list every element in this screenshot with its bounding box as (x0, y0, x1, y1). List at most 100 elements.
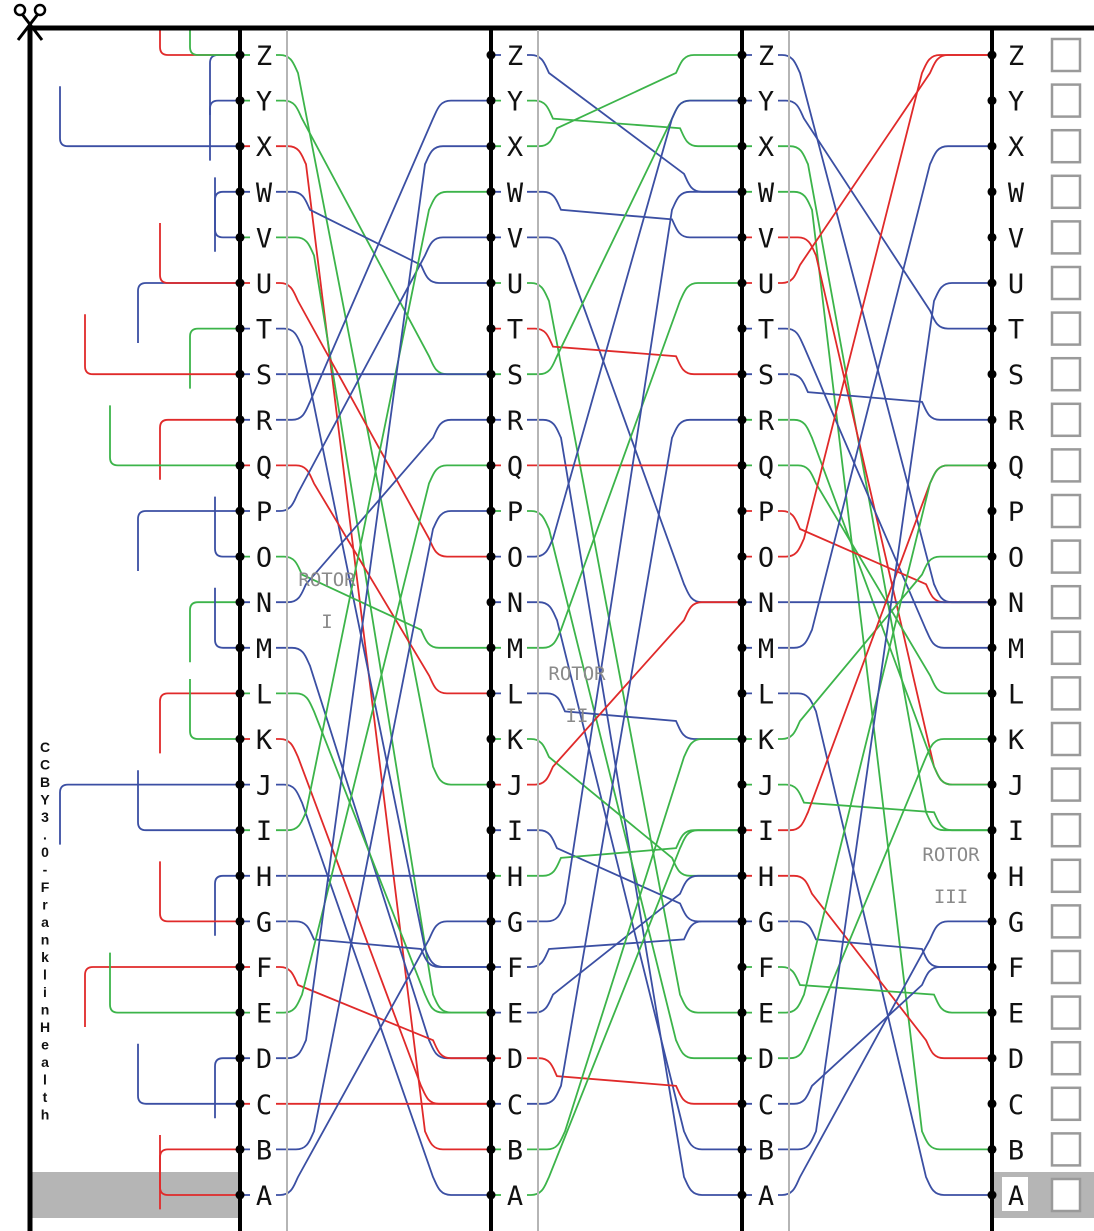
credit-char: C (40, 757, 50, 773)
wire-rotor-3-f-to-e (742, 966, 992, 1014)
letter-backing (752, 82, 778, 117)
checkbox-t[interactable] (1050, 311, 1082, 346)
entry-wire-j (59, 783, 240, 845)
letter-label: W (758, 178, 775, 209)
checkbox-r[interactable] (1050, 402, 1082, 438)
letter-label: V (758, 223, 774, 254)
rotor-1-name: ROTOR (298, 569, 356, 591)
checkbox-f[interactable] (1050, 949, 1082, 985)
letter-backing (752, 37, 778, 71)
checkbox-q[interactable] (1050, 448, 1082, 483)
credit-char: k (41, 949, 49, 965)
letter-backing (250, 1085, 276, 1120)
checkbox-w[interactable] (1050, 174, 1082, 210)
letter-backing (752, 584, 778, 619)
letter-label: I (758, 816, 774, 847)
contact-dot (235, 825, 245, 835)
entry-wire-l (159, 692, 240, 754)
letter-backing (1002, 1177, 1028, 1211)
entry-wire-p (137, 510, 240, 571)
checkbox-u[interactable] (1050, 265, 1082, 301)
letter-label: E (507, 999, 523, 1030)
letter-backing (501, 128, 527, 163)
letter-backing (752, 401, 778, 436)
letter-backing (250, 310, 276, 345)
contact-dot (987, 825, 997, 835)
contact-dot (987, 460, 997, 470)
wire-rotor-1-t-to-f (240, 327, 491, 968)
checkbox-x[interactable] (1050, 128, 1082, 164)
letter-backing (250, 37, 276, 71)
letter-label: M (758, 634, 774, 665)
wire-rotor-1-m-to-d (240, 646, 491, 1060)
credit-char: l (43, 967, 47, 983)
checkbox-z[interactable] (1050, 37, 1082, 73)
letter-label: B (256, 1135, 272, 1166)
contact-dot (987, 1008, 997, 1018)
letter-backing (250, 265, 276, 299)
checkbox-l[interactable] (1050, 676, 1082, 711)
letter-backing (1002, 173, 1028, 208)
letter-backing (1002, 629, 1028, 664)
checkbox-i[interactable] (1050, 812, 1082, 848)
checkbox-e[interactable] (1050, 995, 1082, 1030)
checkbox-v[interactable] (1050, 220, 1082, 255)
checkbox-h[interactable] (1050, 858, 1082, 894)
letter-backing (1002, 584, 1028, 619)
contact-dot (235, 643, 245, 653)
letter-label: M (256, 634, 272, 665)
contact-dot (737, 50, 747, 60)
letter-label: C (256, 1090, 272, 1121)
letter-backing (1002, 994, 1028, 1029)
letter-label: Y (256, 87, 272, 118)
checkbox-n[interactable] (1050, 584, 1082, 620)
letter-backing (501, 447, 527, 482)
checkbox-y[interactable] (1050, 83, 1082, 118)
contact-dot (486, 643, 496, 653)
checkbox-c[interactable] (1050, 1086, 1082, 1122)
contact-dot (235, 369, 245, 379)
checkbox-j[interactable] (1050, 767, 1082, 802)
checkbox-p[interactable] (1050, 493, 1082, 529)
letter-label: B (1008, 1135, 1024, 1166)
rotor-frame (27, 25, 1094, 1231)
entry-wire-r (159, 418, 240, 480)
rotor-3-name: ROTOR (922, 844, 980, 866)
wire-rotor-3-g-to-f (742, 920, 992, 968)
letter-label: P (256, 497, 272, 528)
contact-dot (737, 506, 747, 516)
letter-backing (752, 949, 778, 983)
checkbox-s[interactable] (1050, 356, 1082, 392)
letter-label: B (758, 1135, 774, 1166)
letter-label: J (1008, 771, 1024, 802)
letter-label: Z (758, 41, 774, 72)
contact-dot (987, 1099, 997, 1109)
checkbox-o[interactable] (1050, 539, 1082, 574)
letter-backing (752, 1040, 778, 1075)
letter-backing (501, 82, 527, 117)
letter-backing (1002, 37, 1028, 71)
wire-rotor-3-u-to-z (742, 54, 992, 284)
checkbox-a[interactable] (1050, 1177, 1082, 1213)
contact-dot (486, 1053, 496, 1063)
checkbox-d[interactable] (1050, 1040, 1082, 1076)
letter-label: R (507, 406, 524, 437)
contact-dot (737, 369, 747, 379)
letter-label: Q (1008, 451, 1024, 482)
wire-rotor-3-w-to-b (742, 190, 992, 1151)
contact-dot (737, 1008, 747, 1018)
letter-label: W (256, 178, 273, 209)
checkbox-k[interactable] (1050, 721, 1082, 757)
letter-label: A (758, 1181, 774, 1212)
letter-label: Z (1008, 41, 1024, 72)
checkbox-b[interactable] (1050, 1132, 1082, 1167)
checkbox-g[interactable] (1050, 904, 1082, 939)
credit-char: Y (40, 792, 50, 808)
letter-backing (1002, 447, 1028, 482)
wire-rotor-2-e-to-h (491, 874, 742, 1014)
contact-dot (987, 187, 997, 197)
checkbox-m[interactable] (1050, 630, 1082, 666)
wire-rotor-1-x-to-b (240, 145, 491, 1151)
wire-rotor-2-h-to-i (491, 829, 742, 877)
letter-backing (250, 447, 276, 482)
